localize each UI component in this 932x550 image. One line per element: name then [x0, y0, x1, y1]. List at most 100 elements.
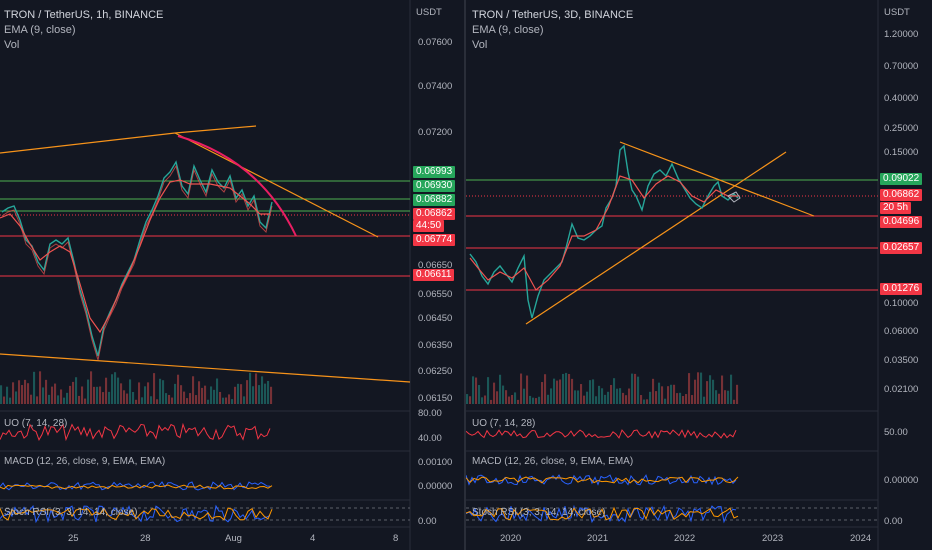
volume-bar	[469, 396, 472, 404]
volume-bar	[228, 394, 231, 404]
volume-bar	[240, 384, 243, 404]
volume-bar	[198, 381, 201, 404]
left-vol-label[interactable]: Vol	[4, 39, 20, 51]
volume-bar	[565, 372, 568, 404]
volume-bar	[204, 385, 207, 404]
right-tag-0.02657[interactable]: 0.02657	[880, 242, 923, 254]
volume-bar	[99, 386, 102, 404]
trendline-upper-extension[interactable]	[174, 125, 257, 134]
left-chart-canvas[interactable]	[0, 0, 464, 550]
volume-bar	[15, 391, 18, 404]
left-uo-label[interactable]: UO (7, 14, 28)	[4, 418, 68, 429]
price-annotation-icon[interactable]	[727, 191, 741, 203]
volume-bar	[700, 372, 703, 404]
right-chart-panel[interactable]: TRON / TetherUS, 3D, BINANCE EMA (9, clo…	[466, 0, 932, 550]
left-tag-last-price[interactable]: 0.06862	[413, 208, 456, 220]
volume-bar	[258, 385, 261, 404]
right-price-tick: 0.15000	[884, 147, 919, 158]
volume-bar	[153, 373, 156, 404]
volume-bar	[27, 383, 30, 404]
right-tag-last-price[interactable]: 0.06862	[880, 189, 923, 201]
right-symbol-title[interactable]: TRON / TetherUS, 3D, BINANCE	[472, 9, 634, 21]
volume-bar	[520, 373, 523, 404]
trendline-ascending[interactable]	[525, 151, 787, 325]
volume-bar	[156, 399, 159, 404]
volume-bar	[234, 386, 237, 404]
volume-bar	[105, 377, 108, 404]
volume-bar	[628, 388, 631, 404]
volume-bar	[108, 391, 111, 404]
left-tag-0.06930[interactable]: 0.06930	[413, 180, 456, 192]
volume-bar	[616, 388, 619, 404]
right-ema-label[interactable]: EMA (9, close)	[472, 24, 544, 36]
volume-bar	[481, 397, 484, 404]
volume-bar	[120, 383, 123, 404]
volume-bar	[189, 393, 192, 404]
right-tag-0.04696[interactable]: 0.04696	[880, 216, 923, 228]
left-time-tick: 25	[68, 533, 79, 544]
volume-bar	[589, 380, 592, 404]
left-tag-0.06882[interactable]: 0.06882	[413, 194, 456, 206]
right-macd-line	[466, 474, 737, 486]
volume-bar	[246, 380, 249, 404]
left-price-tick: 0.06150	[418, 393, 453, 404]
right-price-tick: 0.06000	[884, 326, 919, 337]
volume-bar	[255, 373, 258, 404]
left-ema-label[interactable]: EMA (9, close)	[4, 24, 76, 36]
right-macd-label[interactable]: MACD (12, 26, close, 9, EMA, EMA)	[472, 456, 634, 467]
left-stoch-label[interactable]: Stoch RSI (3, 3, 14, 14, close)	[4, 507, 138, 518]
right-tag-0.01276[interactable]: 0.01276	[880, 283, 923, 295]
trendline-descending[interactable]	[174, 132, 379, 238]
left-price-tick: 0.07400	[418, 81, 453, 92]
volume-bar	[210, 386, 213, 404]
volume-bar	[493, 382, 496, 404]
volume-bar	[538, 396, 541, 404]
volume-bar	[3, 396, 6, 404]
volume-bar	[526, 375, 529, 404]
trendline-upper[interactable]	[0, 132, 176, 154]
right-chart-canvas[interactable]	[466, 0, 932, 550]
left-macd-label[interactable]: MACD (12, 26, close, 9, EMA, EMA)	[4, 456, 166, 467]
volume-bar	[132, 391, 135, 404]
volume-bar	[72, 381, 75, 404]
left-tag-0.06774[interactable]: 0.06774	[413, 234, 456, 246]
volume-bar	[261, 376, 264, 404]
volume-bar	[610, 384, 613, 404]
right-candles	[469, 144, 741, 319]
right-price-tick: 0.70000	[884, 61, 919, 72]
right-vol-label[interactable]: Vol	[472, 39, 488, 51]
left-volume	[0, 371, 273, 404]
right-tag-0.09022[interactable]: 0.09022	[880, 173, 923, 185]
volume-bar	[718, 393, 721, 404]
volume-bar	[141, 397, 144, 404]
volume-bar	[126, 393, 129, 404]
volume-bar	[168, 394, 171, 404]
right-stoch-label[interactable]: Stoch RSI (3, 3, 14, 14, close)	[472, 507, 606, 518]
left-tag-0.06611[interactable]: 0.06611	[413, 269, 455, 281]
right-signal-line	[466, 476, 739, 484]
volume-bar	[649, 391, 652, 404]
trendline-descending[interactable]	[619, 141, 815, 217]
volume-bar	[117, 377, 120, 404]
volume-bar	[177, 374, 180, 404]
left-chart-panel[interactable]: TRON / TetherUS, 1h, BINANCE EMA (9, clo…	[0, 0, 464, 550]
volume-bar	[39, 371, 42, 404]
volume-bar	[562, 373, 565, 404]
volume-bar	[69, 385, 72, 404]
volume-bar	[658, 382, 661, 404]
volume-bar	[676, 393, 679, 404]
volume-bar	[517, 399, 520, 404]
trendline-lower[interactable]	[0, 353, 411, 383]
volume-bar	[102, 392, 105, 404]
chart-divider[interactable]	[464, 0, 466, 550]
left-symbol-title[interactable]: TRON / TetherUS, 1h, BINANCE	[4, 9, 164, 21]
volume-bar	[667, 386, 670, 404]
volume-bar	[243, 396, 246, 404]
curved-resistance-line[interactable]	[177, 135, 297, 237]
left-macd-tick: 0.00000	[418, 481, 453, 492]
right-uo-label[interactable]: UO (7, 14, 28)	[472, 418, 536, 429]
left-tag-0.06993[interactable]: 0.06993	[413, 166, 456, 178]
volume-bar	[9, 397, 12, 404]
volume-bar	[30, 394, 33, 404]
volume-bar	[219, 391, 222, 404]
